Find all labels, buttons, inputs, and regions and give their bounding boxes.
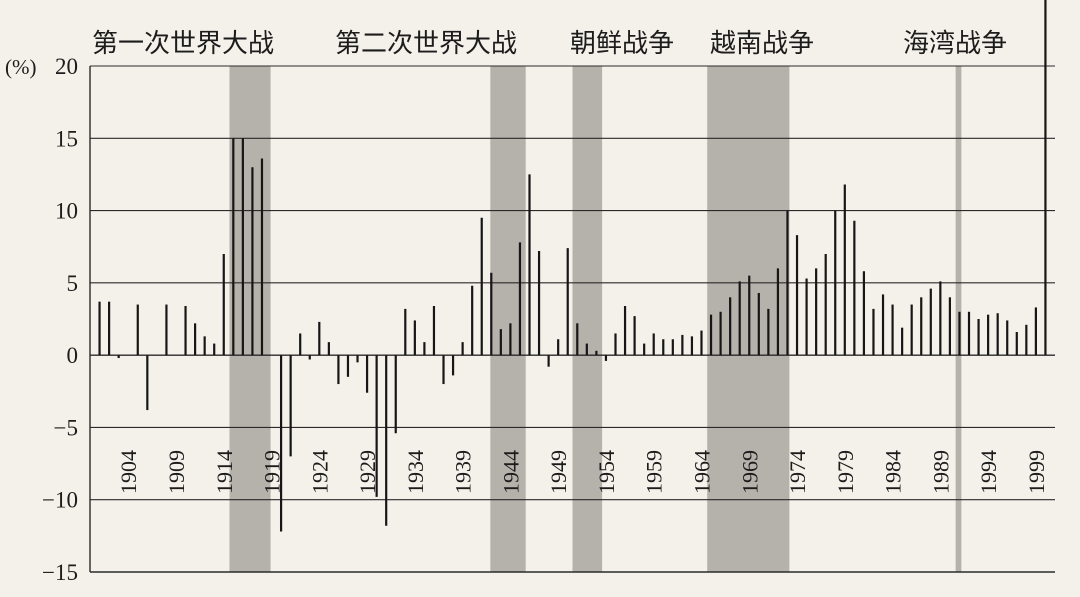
x-tick-label: 1989 (928, 450, 953, 494)
x-tick-label: 1909 (164, 450, 189, 494)
war-period-bands (229, 66, 962, 572)
war-period-band (572, 66, 603, 572)
horizontal-gridlines (90, 65, 1055, 501)
war-label: 越南战争 (710, 29, 814, 59)
war-label: 第一次世界大战 (92, 29, 274, 59)
x-tick-label: 1974 (785, 450, 810, 494)
x-tick-label: 1924 (307, 450, 332, 494)
war-period-band (229, 66, 271, 572)
x-tick-label: 1919 (260, 450, 285, 494)
x-tick-label: 1939 (451, 450, 476, 494)
x-tick-label: 1934 (403, 450, 428, 494)
y-tick-label: −15 (42, 560, 78, 585)
x-tick-label: 1929 (355, 450, 380, 494)
war-label: 第二次世界大战 (335, 29, 517, 59)
x-tick-label: 1994 (976, 450, 1001, 494)
y-axis-ticks: 20 15 10 5 0 −5 −10 −15 (42, 54, 78, 585)
x-tick-label: 1984 (881, 450, 906, 494)
bar-series (98, 0, 1047, 532)
x-tick-label: 1959 (642, 450, 667, 494)
y-axis-unit-label: (%) (5, 55, 36, 79)
y-tick-label: 5 (67, 271, 79, 296)
y-tick-label: −5 (54, 415, 78, 440)
y-tick-label: 10 (55, 199, 78, 224)
x-tick-label: 1914 (212, 450, 237, 494)
war-label: 朝鲜战争 (570, 29, 674, 59)
war-labels: 第一次世界大战 第二次世界大战 朝鲜战争 越南战争 海湾战争 (92, 29, 1007, 59)
war-label: 海湾战争 (903, 29, 1007, 59)
y-tick-label: 20 (55, 54, 78, 79)
x-tick-label: 1904 (116, 450, 141, 494)
axes (89, 66, 1055, 573)
y-tick-label: 15 (55, 126, 78, 151)
y-tick-label: 0 (67, 343, 79, 368)
x-tick-label: 1954 (594, 450, 619, 494)
x-tick-label: 1944 (498, 450, 523, 494)
x-tick-label: 1979 (833, 450, 858, 494)
x-tick-label: 1999 (1024, 450, 1049, 494)
x-tick-label: 1969 (737, 450, 762, 494)
x-tick-label: 1949 (546, 450, 571, 494)
x-tick-label: 1964 (689, 450, 714, 494)
y-tick-label: −10 (42, 488, 78, 513)
x-axis-ticks: 1904 1909 1914 1919 1924 1929 1934 1939 1944 1949… (116, 450, 1049, 494)
